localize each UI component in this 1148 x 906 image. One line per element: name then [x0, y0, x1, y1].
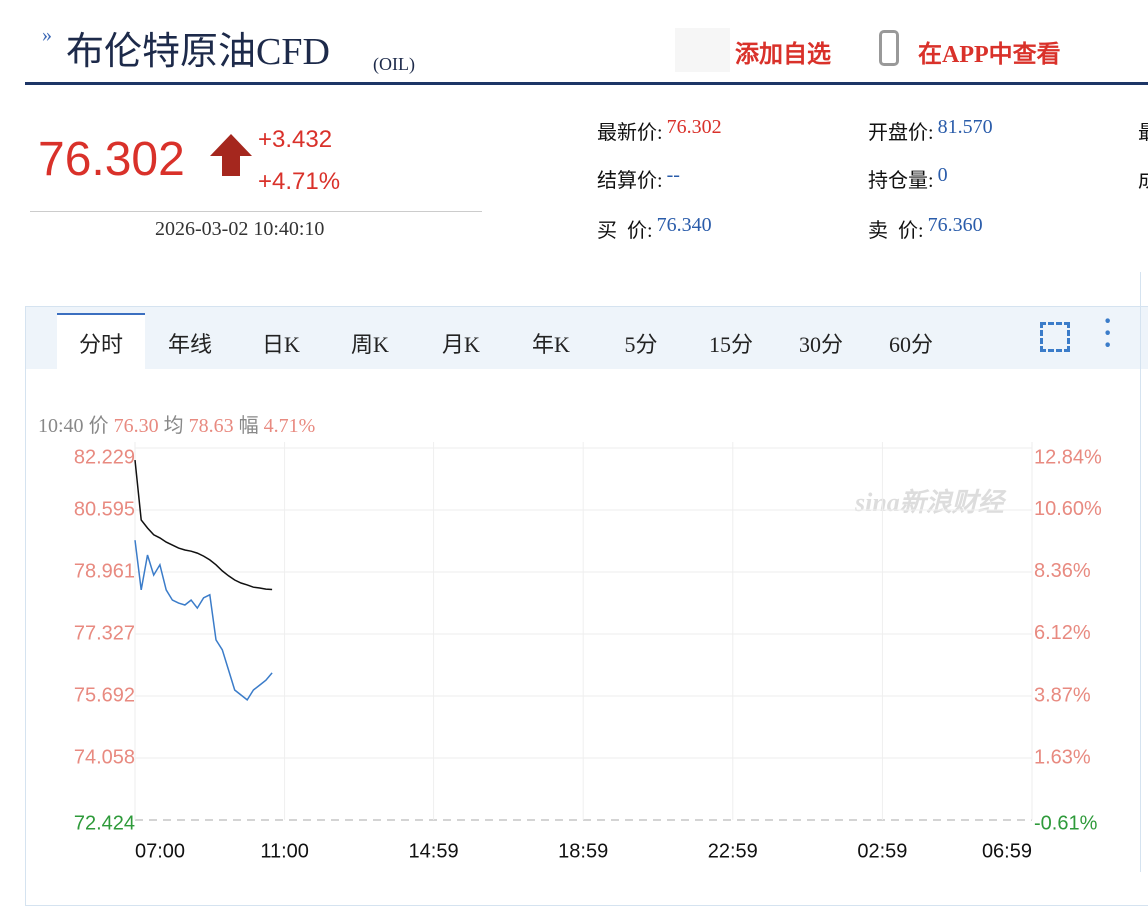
y2-tick-label: 10.60% — [1034, 498, 1102, 520]
tab[interactable]: 60分 — [888, 332, 934, 357]
chart-info: 10:40 价 76.30 均 78.63 幅 4.71% — [38, 386, 315, 438]
stat-value: 0 — [937, 164, 948, 186]
y2-tick-label: 1.63% — [1034, 746, 1091, 768]
x-tick-label: 22:59 — [708, 840, 758, 862]
stat-value: 76.360 — [927, 214, 983, 236]
price-line — [134, 460, 273, 591]
active-tab — [57, 313, 145, 369]
tab[interactable]: 15分 — [708, 332, 754, 357]
tab[interactable]: 30分 — [798, 332, 844, 357]
y-tick-label: 77.327 — [74, 622, 135, 644]
stat-value: 76.302 — [666, 116, 722, 138]
price-line — [134, 540, 273, 702]
y2-tick-label: 6.12% — [1034, 622, 1091, 644]
info-time: 10:40 — [38, 415, 84, 437]
tab[interactable]: 年K — [532, 332, 570, 357]
x-tick-label: 14:59 — [409, 840, 459, 862]
change-pct: +4.71% — [258, 168, 341, 195]
fullscreen-icon[interactable] — [1040, 322, 1070, 352]
tab[interactable]: 月K — [442, 332, 480, 357]
y-tick-label: 82.229 — [74, 446, 135, 468]
datetime: 2026-03-02 10:40:10 — [155, 218, 325, 240]
open-app[interactable]: 在APP中查看 — [918, 42, 1061, 68]
x-tick-label: 11:00 — [260, 840, 309, 862]
side-line — [1140, 272, 1141, 872]
info-amp: 4.71% — [263, 415, 316, 437]
info-price: 76.30 — [113, 415, 159, 437]
stat-label: 最新价: — [597, 122, 663, 144]
stat-value: -- — [666, 164, 680, 186]
y-tick-label: 78.961 — [74, 560, 135, 582]
y2-tick-label: 3.87% — [1034, 684, 1091, 706]
x-tick-label: 02:59 — [857, 840, 907, 862]
stat-label: 卖 价: — [868, 220, 924, 242]
tab[interactable]: 周K — [351, 332, 389, 357]
info-amp-label: 幅 — [238, 415, 259, 437]
info-avg-label: 均 — [163, 415, 184, 437]
up-arrow — [210, 134, 252, 176]
stat-label: 结算价: — [597, 170, 663, 192]
stat-label: 买 价: — [597, 220, 653, 242]
stat-value: 76.340 — [656, 214, 712, 236]
tab[interactable]: 年线 — [167, 332, 213, 357]
y2-tick-label: 12.84% — [1034, 446, 1102, 468]
button-bg — [675, 28, 730, 72]
title: 布伦特原油CFD — [66, 31, 330, 73]
y-tick-label: 75.692 — [74, 684, 135, 706]
stat-label: 持仓量: — [868, 170, 934, 192]
tab[interactable]: 分时 — [78, 332, 124, 357]
tab[interactable]: 日K — [262, 332, 300, 357]
x-tick-label: 18:59 — [558, 840, 608, 862]
y2-tick-label: -0.61% — [1034, 812, 1098, 834]
stat-value: 81.570 — [937, 116, 993, 138]
change: +3.432 — [258, 126, 333, 153]
stat-label: 开盘价: — [868, 122, 934, 144]
code: (OIL) — [373, 54, 415, 74]
y-tick-label: 72.424 — [74, 812, 135, 834]
watermark: sina新浪财经 — [855, 488, 1004, 517]
y2-tick-label: 8.36% — [1034, 560, 1091, 582]
y-tick-label: 80.595 — [74, 498, 135, 520]
info-avg: 78.63 — [188, 415, 234, 437]
stat-label: 最 — [1138, 116, 1148, 145]
tab[interactable]: 5分 — [624, 332, 658, 357]
tab-bar — [26, 307, 1148, 369]
arrow-shape — [210, 134, 252, 176]
more-icon[interactable]: · · · — [1103, 306, 1113, 361]
header-rule — [25, 82, 1148, 85]
chart: 82.229 80.595 78.961 77.327 75.692 74.058 72.4… — [74, 442, 1102, 862]
stat-label: 成 — [1138, 164, 1148, 193]
phone-icon — [879, 30, 899, 66]
title-icon: » — [42, 24, 52, 46]
add-watch[interactable]: 添加自选 — [735, 42, 831, 68]
info-price-label: 价 — [88, 415, 109, 437]
page: » 布伦特原油CFD (OIL) 添加自选 在APP中查看 76.302 +3.… — [25, 24, 1148, 906]
x-tick-label: 07:00 — [135, 840, 185, 862]
x-tick-label: 06:59 — [982, 840, 1032, 862]
price: 76.302 — [38, 133, 185, 186]
y-tick-label: 74.058 — [74, 746, 135, 768]
quote-rule — [30, 211, 482, 212]
